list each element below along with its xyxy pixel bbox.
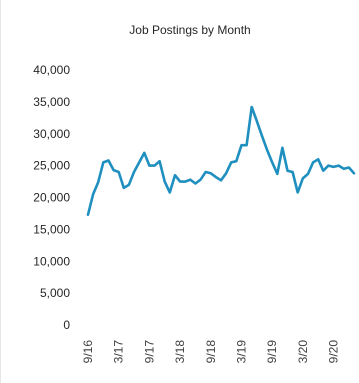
y-tick-label: 25,000 bbox=[33, 159, 70, 173]
x-tick-label: 9/19 bbox=[265, 340, 279, 364]
y-tick-label: 0 bbox=[63, 318, 70, 332]
y-tick-label: 35,000 bbox=[33, 95, 70, 109]
y-tick-label: 10,000 bbox=[33, 254, 70, 268]
x-tick-label: 3/20 bbox=[296, 340, 310, 364]
x-tick-label: 9/16 bbox=[81, 340, 95, 364]
y-tick-label: 5,000 bbox=[40, 286, 70, 300]
series-line bbox=[86, 105, 356, 216]
x-tick-label: 3/19 bbox=[235, 340, 249, 364]
y-tick-label: 15,000 bbox=[33, 222, 70, 236]
x-tick-label: 9/20 bbox=[327, 340, 341, 364]
x-axis-labels: 9/16 3/17 9/17 3/18 9/18 3/19 9/19 3/20 9/20 bbox=[81, 340, 341, 364]
x-tick-label: 9/18 bbox=[204, 340, 218, 364]
y-tick-label: 30,000 bbox=[33, 127, 70, 141]
series-layer bbox=[86, 105, 356, 216]
y-tick-label: 20,000 bbox=[33, 191, 70, 205]
x-tick-label: 3/18 bbox=[173, 340, 187, 364]
x-tick-label: 3/17 bbox=[112, 340, 126, 364]
y-tick-label: 40,000 bbox=[33, 63, 70, 77]
y-axis-labels: 40,000 35,000 30,000 25,000 20,000 15,000 10,0… bbox=[33, 63, 70, 332]
x-tick-label: 9/17 bbox=[142, 340, 156, 364]
chart-title: Job Postings by Month bbox=[129, 23, 250, 37]
